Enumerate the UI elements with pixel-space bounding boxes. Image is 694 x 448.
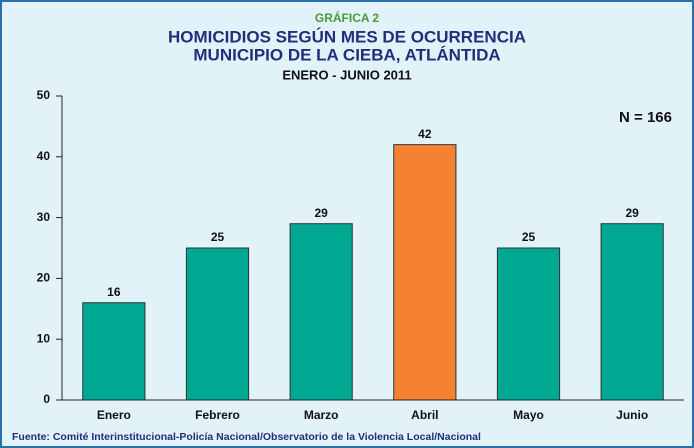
y-tick-label: 30 xyxy=(37,210,51,224)
data-label: 29 xyxy=(625,206,639,220)
bar xyxy=(600,223,664,401)
y-tick-label: 20 xyxy=(37,271,51,285)
x-tick-label: Abril xyxy=(411,408,438,422)
bar xyxy=(393,144,457,401)
y-tick-label: 0 xyxy=(43,392,50,406)
x-tick-label: Febrero xyxy=(195,408,240,422)
chart-title: MUNICIPIO DE LA CIEBA, ATLÁNTIDA xyxy=(193,45,500,64)
supertitle: GRÁFICA 2 xyxy=(315,10,380,25)
data-label: 16 xyxy=(107,285,121,299)
data-label: 29 xyxy=(314,206,328,220)
y-tick-label: 40 xyxy=(37,149,51,163)
x-tick-label: Mayo xyxy=(513,408,544,422)
bar xyxy=(289,223,353,401)
data-label: 42 xyxy=(418,127,432,141)
data-label: 25 xyxy=(211,230,225,244)
chart-title: HOMICIDIOS SEGÚN MES DE OCURRENCIA xyxy=(168,27,526,46)
data-label: 25 xyxy=(522,230,536,244)
x-tick-label: Junio xyxy=(616,408,648,422)
x-tick-label: Enero xyxy=(97,408,131,422)
bar xyxy=(82,302,146,401)
y-tick-label: 50 xyxy=(37,88,51,102)
y-tick-label: 10 xyxy=(37,331,51,345)
annotation: N = 166 xyxy=(619,109,672,126)
x-tick-label: Marzo xyxy=(304,408,339,422)
subtitle: ENERO - JUNIO 2011 xyxy=(282,67,411,82)
bar xyxy=(496,247,561,401)
source: Fuente: Comité Interinstitucional-Policí… xyxy=(12,431,481,443)
bar xyxy=(185,247,250,401)
